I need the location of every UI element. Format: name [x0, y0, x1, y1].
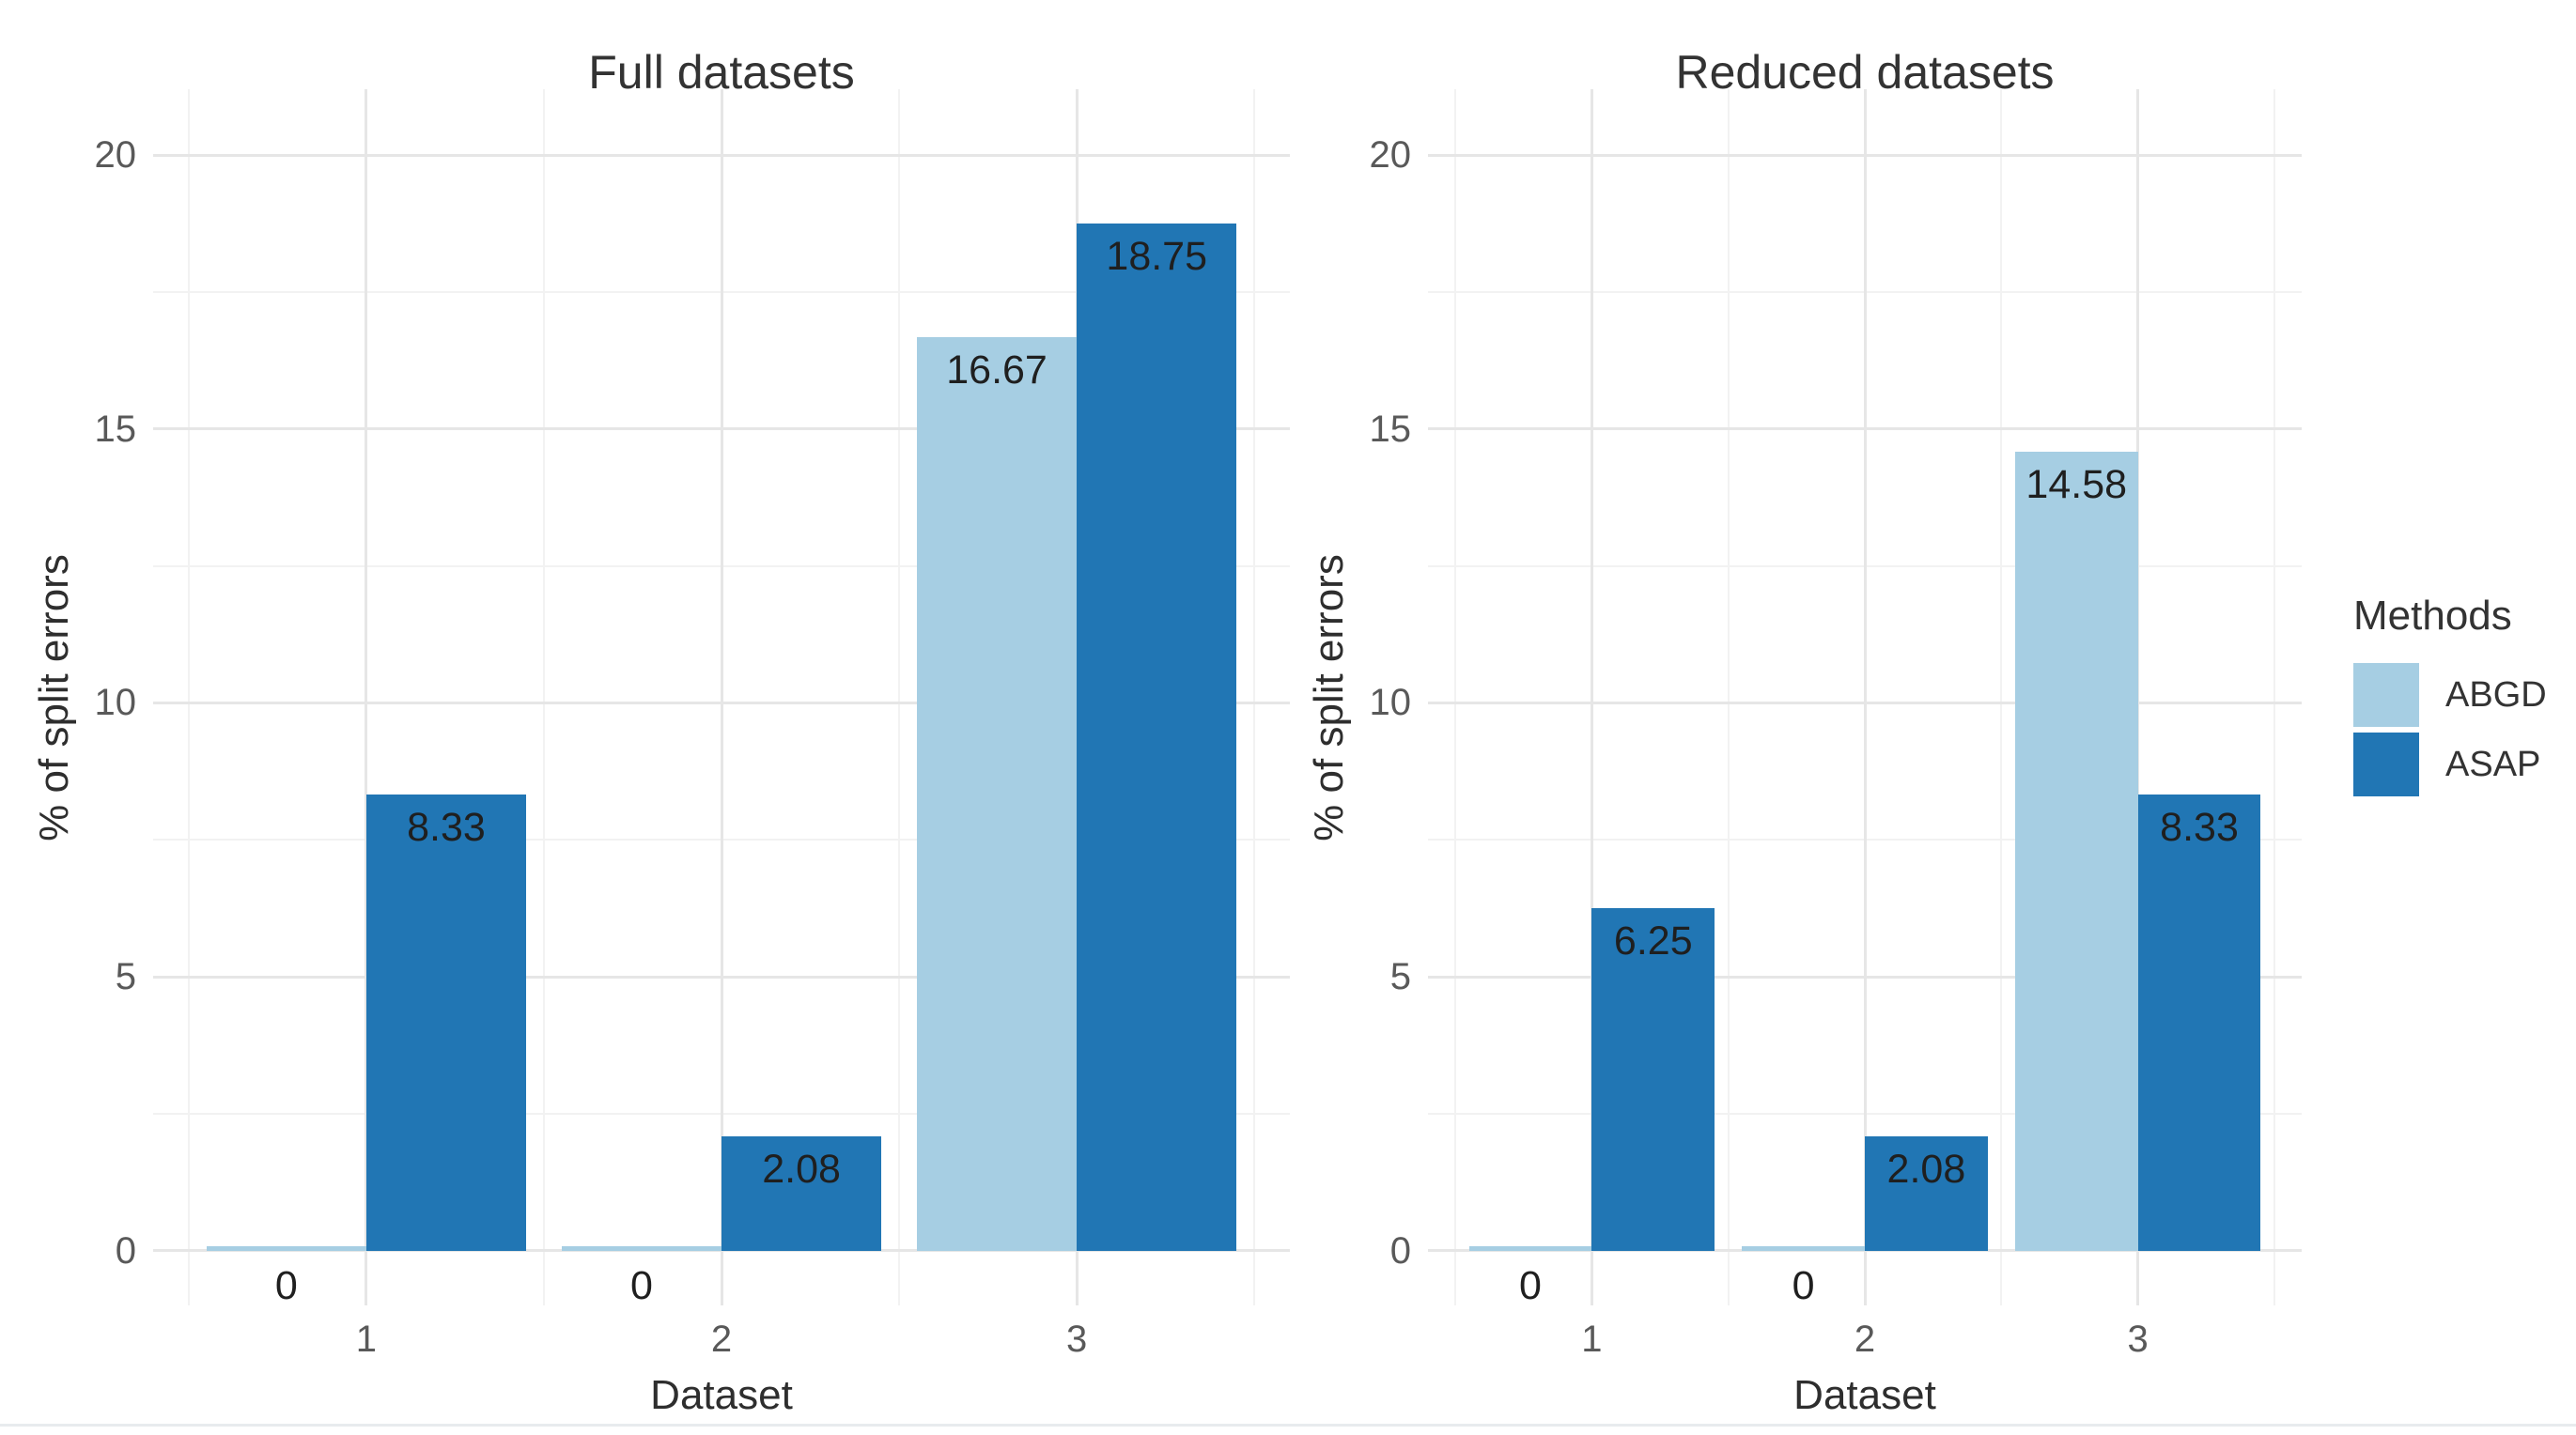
bar-asap-3	[1077, 223, 1237, 1251]
legend-title: Methods	[2353, 593, 2512, 639]
plot-panel: 0 0 14.58 6.25 2.08 8.33	[1428, 89, 2302, 1305]
x-tick-label: 1	[355, 1319, 377, 1360]
gridline-x-minor	[542, 89, 545, 1305]
x-tick-label: 1	[1581, 1319, 1603, 1360]
x-tick-label: 2	[1854, 1319, 1876, 1360]
legend-item-abgd: ABGD	[2353, 663, 2547, 727]
gridline-x-minor	[187, 89, 190, 1305]
y-tick-label: 0	[115, 1229, 136, 1272]
bar-value-label: 0	[629, 1262, 653, 1308]
bar-value-label: 18.75	[1106, 233, 1208, 279]
y-tick-label: 5	[1389, 956, 1411, 997]
gridline-x-minor	[1253, 89, 1256, 1305]
bottom-rule	[0, 1424, 2576, 1427]
bar-value-label: 8.33	[407, 804, 486, 850]
legend-swatch-asap	[2353, 733, 2419, 796]
y-tick-label: 5	[115, 956, 136, 997]
y-tick-label: 15	[1369, 408, 1412, 450]
x-axis-title: Dataset	[1793, 1372, 1936, 1418]
bar-value-label: 2.08	[1886, 1147, 1966, 1193]
bar-value-label: 14.58	[2025, 462, 2128, 508]
gridline-x-minor	[1454, 89, 1457, 1305]
legend: Methods ABGD ASAP	[2353, 594, 2547, 802]
y-tick-label: 10	[1369, 682, 1412, 724]
gridline-x-minor	[898, 89, 901, 1305]
bar-abgd-1-zero	[206, 1245, 366, 1251]
bar-asap-2	[722, 1136, 882, 1251]
legend-swatch-abgd	[2353, 663, 2419, 727]
bar-asap-1	[1591, 908, 1715, 1251]
bar-abgd-3	[2014, 452, 2138, 1251]
legend-label-abgd: ABGD	[2445, 675, 2547, 715]
y-tick-label: 10	[94, 682, 137, 724]
y-tick-label: 20	[1369, 134, 1412, 176]
gridline-x-minor	[2000, 89, 2003, 1305]
gridline-x-major	[1863, 89, 1867, 1305]
bar-value-label: 8.33	[2160, 804, 2239, 850]
bar-abgd-2-zero	[1742, 1245, 1865, 1251]
plot-title-full-datasets: Full datasets	[588, 45, 855, 99]
bar-abgd-2-zero	[561, 1245, 722, 1251]
gridline-x-major	[1590, 89, 1593, 1305]
gridline-x-major	[365, 89, 368, 1305]
y-tick-label: 0	[1389, 1229, 1411, 1272]
x-tick-label: 2	[710, 1319, 733, 1360]
plot-panel: 0 0 16.67 8.33 2.08 18.75	[153, 89, 1290, 1305]
bar-value-label: 0	[274, 1262, 298, 1308]
plot-title-reduced-datasets: Reduced datasets	[1675, 45, 2055, 99]
x-tick-label: 3	[2127, 1319, 2149, 1360]
bar-value-label: 0	[1792, 1262, 1815, 1308]
bar-abgd-3	[916, 337, 1078, 1251]
bar-asap-2	[1865, 1136, 1988, 1251]
gridline-x-minor	[1727, 89, 1730, 1305]
x-tick-label: 3	[1066, 1319, 1088, 1360]
x-axis-title: Dataset	[650, 1372, 793, 1418]
gridline-x-major	[720, 89, 723, 1305]
y-tick-label: 15	[94, 408, 137, 450]
bar-asap-3	[2137, 794, 2261, 1251]
gridline-x-minor	[2273, 89, 2275, 1305]
y-tick-label: 20	[94, 134, 137, 176]
bar-value-label: 6.25	[1613, 918, 1693, 964]
gridline-x-major	[2136, 89, 2140, 1305]
bar-value-label: 16.67	[946, 347, 1047, 393]
legend-item-asap: ASAP	[2353, 733, 2547, 796]
bar-asap-1	[365, 794, 527, 1251]
bar-abgd-1-zero	[1468, 1245, 1592, 1251]
bar-value-label: 2.08	[762, 1147, 841, 1193]
legend-label-asap: ASAP	[2445, 745, 2541, 784]
bar-value-label: 0	[1519, 1262, 1542, 1308]
